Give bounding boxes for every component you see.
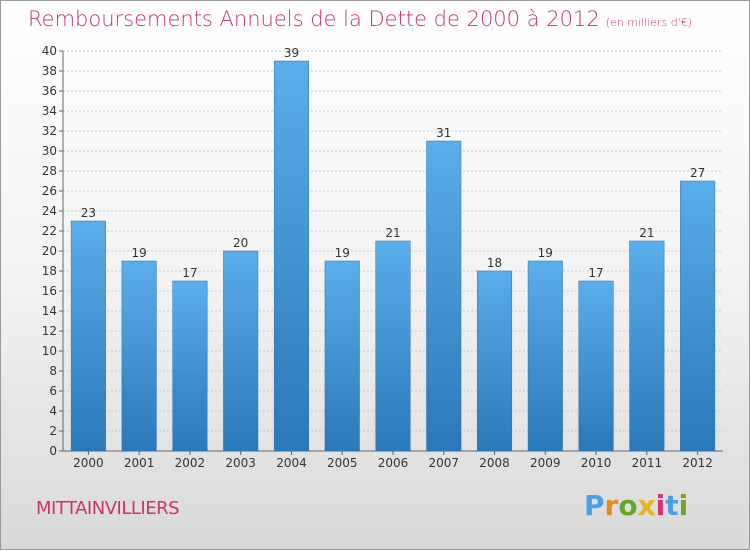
logo-letter: P xyxy=(584,489,605,522)
chart-title: Remboursements Annuels de la Dette de 20… xyxy=(28,7,692,31)
unit-label: (en milliers d'€) xyxy=(605,16,692,29)
title-text: Remboursements Annuels de la Dette de 20… xyxy=(28,7,600,31)
data-label-2002: 17 xyxy=(182,266,197,280)
y-tick-label: 22 xyxy=(42,224,57,238)
y-tick-label: 6 xyxy=(49,384,57,398)
y-tick-label: 18 xyxy=(42,264,57,278)
data-label-2009: 19 xyxy=(538,246,553,260)
data-label-2005: 19 xyxy=(335,246,350,260)
x-tick-labels: 2000 2001 2002 2003 2004 2005 2006 2007 2008 2009… xyxy=(73,456,713,470)
x-tick-label: 2001 xyxy=(124,456,155,470)
bar-2007 xyxy=(426,140,462,452)
logo-letter: i xyxy=(678,489,689,522)
y-tick-label: 2 xyxy=(49,424,57,438)
x-tick-label: 2004 xyxy=(276,456,307,470)
bars xyxy=(70,60,716,452)
x-tick-label: 2006 xyxy=(378,456,409,470)
y-tick-label: 40 xyxy=(42,44,57,58)
y-tick-label: 10 xyxy=(42,344,57,358)
y-tick-label: 30 xyxy=(42,144,57,158)
y-tick-label: 38 xyxy=(42,64,57,78)
bar-2006 xyxy=(375,240,411,452)
bar-2001 xyxy=(121,260,157,452)
bar-2002 xyxy=(172,280,208,452)
x-tick-label: 2008 xyxy=(479,456,510,470)
y-tick-label: 32 xyxy=(42,124,57,138)
bar-2011 xyxy=(629,240,665,452)
bar-2000 xyxy=(70,220,106,452)
x-tick-label: 2011 xyxy=(632,456,663,470)
logo-letter: t xyxy=(665,489,679,522)
x-tick-label: 2002 xyxy=(175,456,206,470)
x-tick-label: 2005 xyxy=(327,456,358,470)
data-label-2012: 27 xyxy=(690,166,705,180)
data-label-2006: 21 xyxy=(385,226,400,240)
data-label-2010: 17 xyxy=(588,266,603,280)
x-tick-label: 2010 xyxy=(581,456,612,470)
bar-2003 xyxy=(223,250,259,452)
bar-2008 xyxy=(477,270,513,452)
data-label-2004: 39 xyxy=(284,46,299,60)
logo-letter: r xyxy=(604,489,619,522)
y-tick-label: 20 xyxy=(42,244,57,258)
logo-letter: o xyxy=(618,489,638,522)
x-tick-label: 2003 xyxy=(225,456,256,470)
logo-letter: i xyxy=(655,489,666,522)
y-tick-label: 28 xyxy=(42,164,57,178)
y-tick-label: 34 xyxy=(42,104,57,118)
y-tick-label: 24 xyxy=(42,204,57,218)
data-label-2011: 21 xyxy=(639,226,654,240)
data-label-2003: 20 xyxy=(233,236,248,250)
y-tick-label: 26 xyxy=(42,184,57,198)
y-tick-label: 16 xyxy=(42,284,57,298)
x-tick-label: 2009 xyxy=(530,456,561,470)
data-labels: 23 19 17 20 39 19 21 31 18 19 17 21 27 xyxy=(81,46,706,280)
logo-letter: x xyxy=(637,489,656,522)
y-tick-label: 14 xyxy=(42,304,57,318)
bar-2005 xyxy=(324,260,360,452)
bar-2012 xyxy=(680,180,716,452)
y-tick-label: 8 xyxy=(49,364,57,378)
y-tick-label: 36 xyxy=(42,84,57,98)
x-tick-label: 2012 xyxy=(682,456,713,470)
x-tick-label: 2000 xyxy=(73,456,104,470)
data-label-2000: 23 xyxy=(81,206,96,220)
proxiti-logo: Proxiti xyxy=(584,489,688,522)
bar-2010 xyxy=(578,280,614,452)
commune-name: MITTAINVILLIERS xyxy=(36,498,180,519)
data-label-2008: 18 xyxy=(487,256,502,270)
y-tick-label: 12 xyxy=(42,324,57,338)
bar-2004 xyxy=(273,60,309,452)
data-label-2001: 19 xyxy=(132,246,147,260)
y-tick-label: 4 xyxy=(49,404,57,418)
bar-2009 xyxy=(527,260,563,452)
x-tick-label: 2007 xyxy=(428,456,459,470)
y-tick-label: 0 xyxy=(49,444,57,458)
data-label-2007: 31 xyxy=(436,126,451,140)
